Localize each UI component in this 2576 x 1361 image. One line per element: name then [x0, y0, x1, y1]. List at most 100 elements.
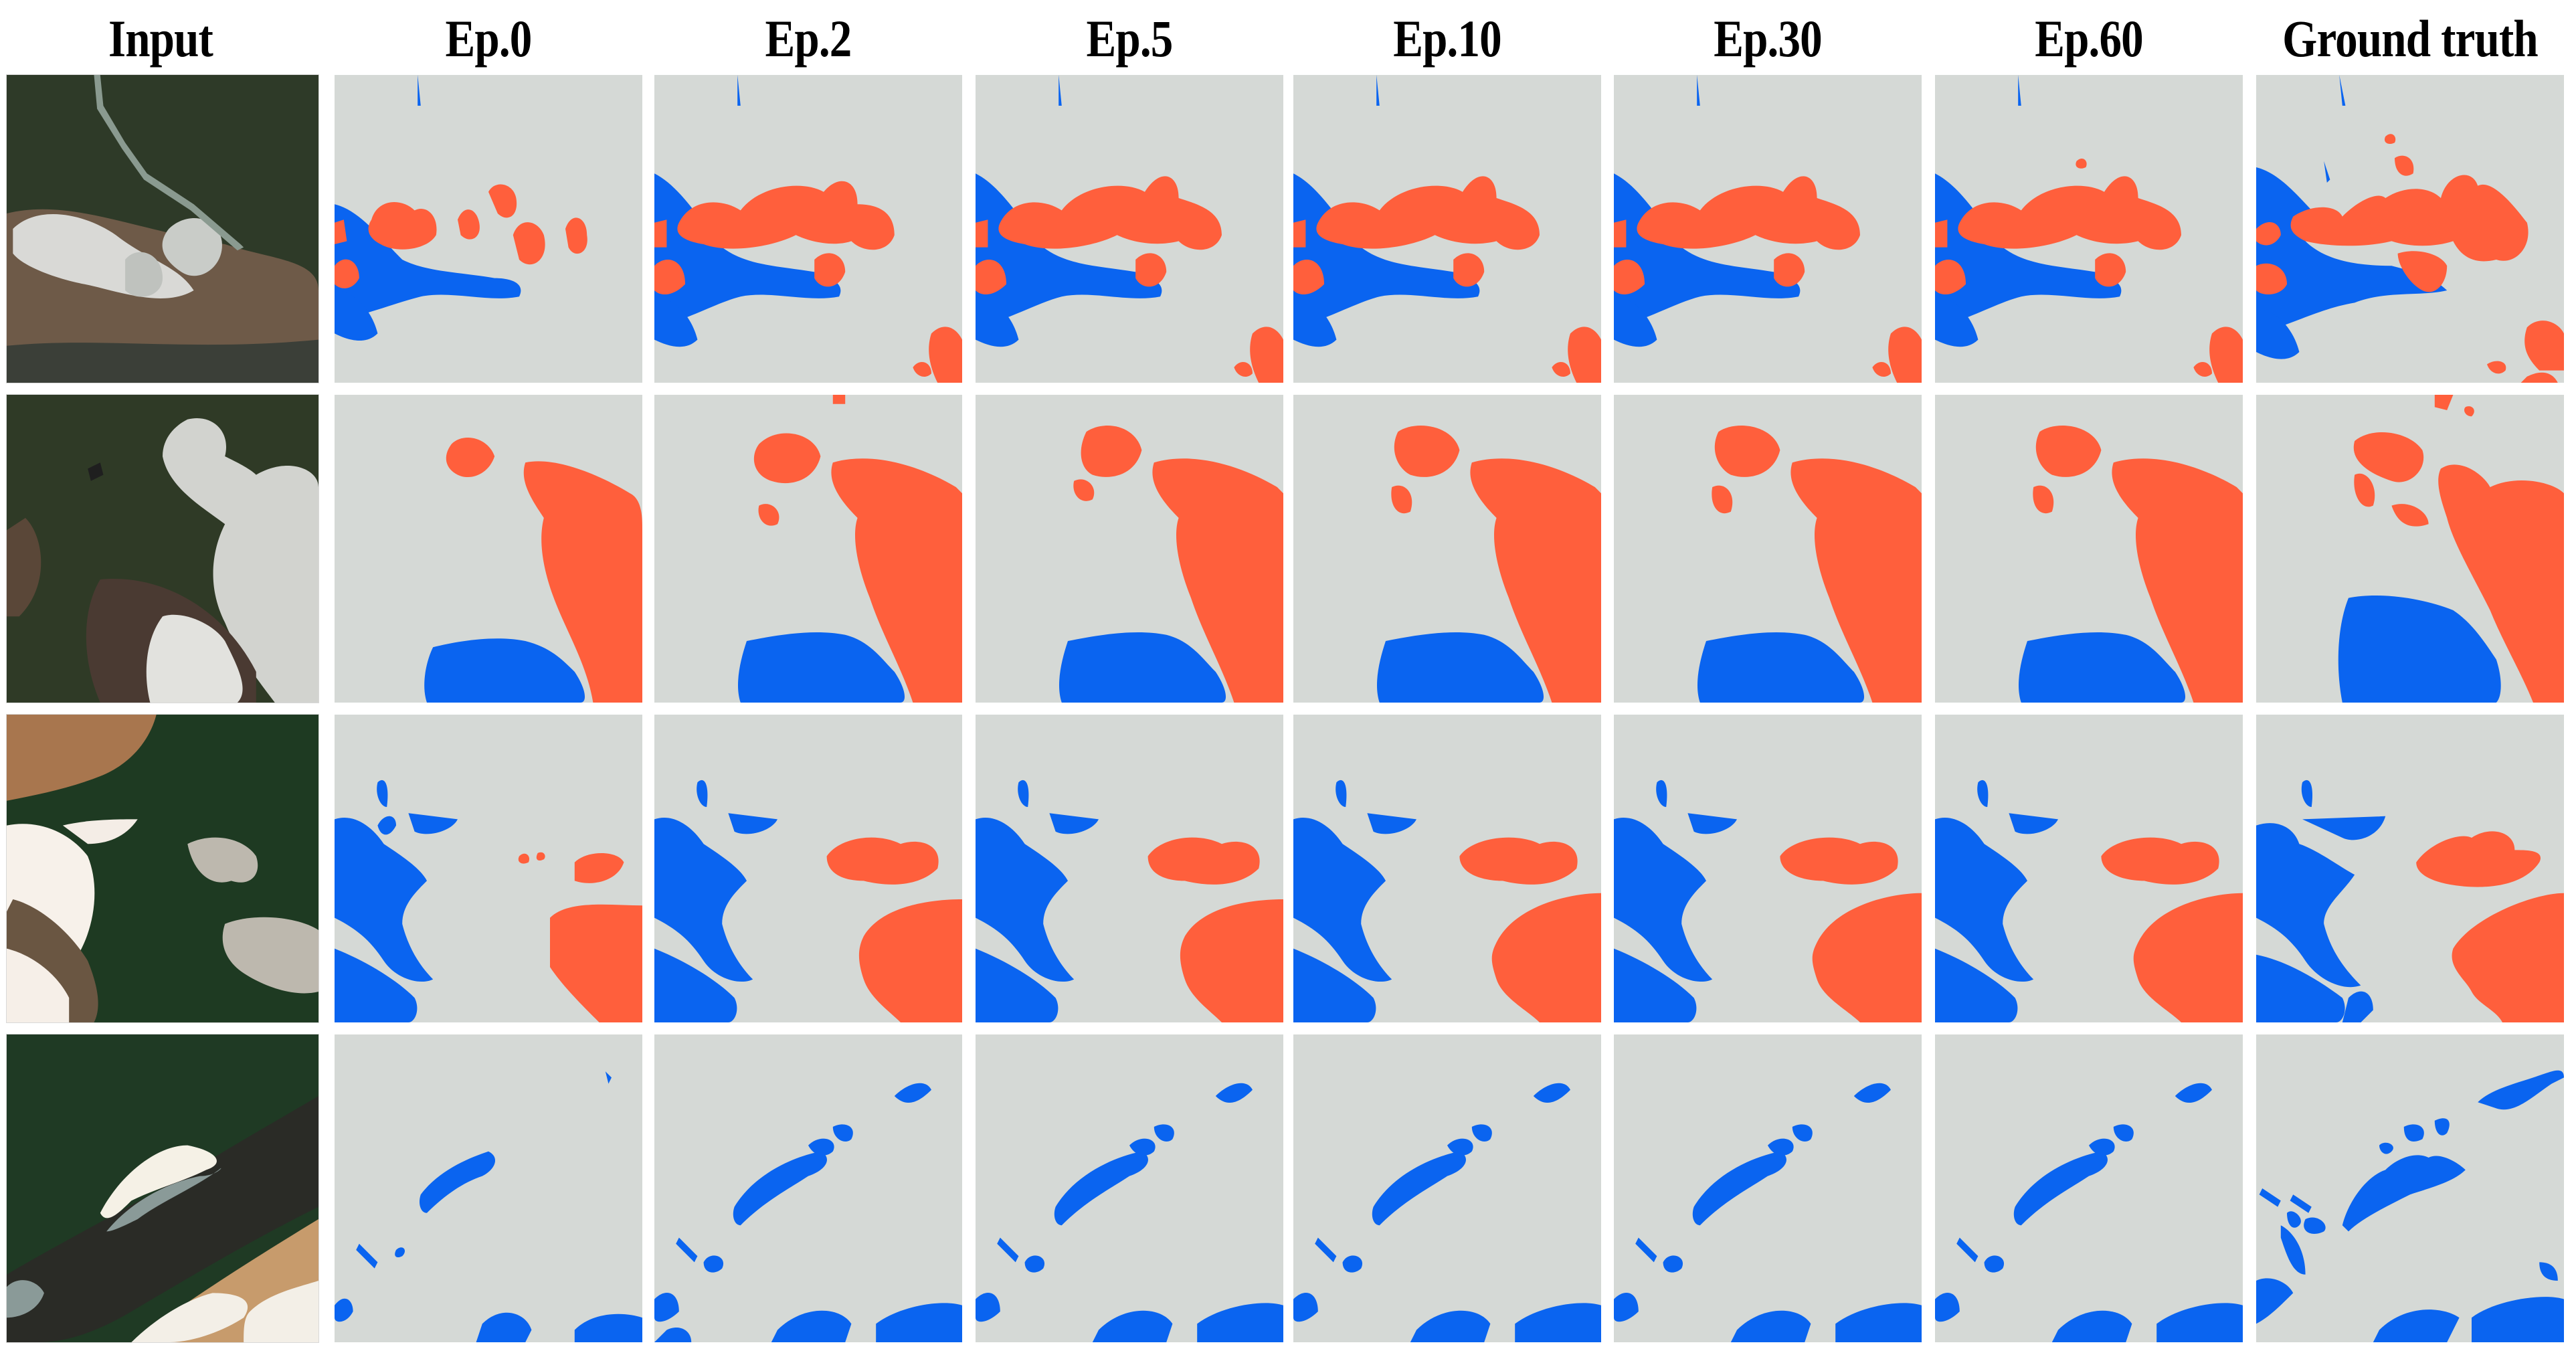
- snow-region: [408, 813, 458, 834]
- cloud-region: [831, 458, 962, 703]
- snow-region: [424, 638, 585, 703]
- prediction-mask-ep0-row-3: [335, 715, 642, 1022]
- snow-region: [2434, 1118, 2450, 1136]
- prediction-mask-ep2-row-1: [654, 75, 962, 383]
- snow-region: [2256, 823, 2361, 988]
- cloud-region: [488, 184, 517, 218]
- prediction-mask-ep5-row-4: [976, 1034, 1283, 1342]
- snow-region: [2373, 1309, 2460, 1342]
- snow-region: [335, 290, 378, 341]
- snow-region: [2339, 75, 2346, 106]
- column-header-ep60: Ep.60: [2035, 9, 2143, 68]
- cloud-region: [2438, 464, 2564, 703]
- prediction-mask-ep5-row-2: [976, 395, 1283, 703]
- cloud-region: [368, 201, 437, 250]
- snow-region: [2379, 1142, 2393, 1154]
- cloud-region: [2101, 837, 2219, 885]
- snow-region: [2472, 1297, 2564, 1342]
- cloud-region: [654, 260, 685, 295]
- cloud-region: [536, 852, 545, 861]
- cloud-region: [1391, 485, 1412, 514]
- cloud-region: [1774, 253, 1805, 287]
- prediction-mask-ep60-row-4: [1935, 1034, 2243, 1342]
- cloud-region: [2384, 134, 2396, 145]
- snow-region: [1977, 780, 1989, 807]
- cloud-region: [826, 837, 939, 885]
- snow-region: [1197, 1303, 1283, 1342]
- snow-region: [335, 948, 418, 1022]
- snow-region: [1635, 1237, 1657, 1263]
- snow-region: [2175, 1083, 2212, 1103]
- snow-region: [2539, 1262, 2558, 1281]
- cloud-region: [2416, 831, 2541, 887]
- cloud-region: [1552, 361, 1570, 377]
- snow-region: [2018, 632, 2186, 703]
- prediction-mask-ep10-row-3: [1293, 715, 1601, 1022]
- cloud-region: [2209, 327, 2243, 383]
- snow-region: [703, 1255, 724, 1273]
- cloud-region: [513, 222, 545, 265]
- prediction-mask-ep10-row-2: [1293, 395, 1601, 703]
- snow-region: [1092, 1310, 1173, 1342]
- snow-region: [728, 813, 777, 834]
- snow-region: [1792, 1124, 1813, 1142]
- snow-region: [1984, 1255, 2005, 1273]
- cloud-region: [1935, 260, 1966, 295]
- snow-region: [1376, 632, 1544, 703]
- input-image-row-2: [7, 395, 318, 703]
- cloud-region: [574, 853, 624, 883]
- snow-region: [2256, 308, 2300, 359]
- prediction-mask-ep30-row-4: [1614, 1034, 1922, 1342]
- snow-region: [2280, 1225, 2306, 1275]
- snow-region: [876, 1303, 962, 1342]
- cloud-region: [1453, 253, 1485, 287]
- prediction-mask-ep5-row-1: [976, 75, 1283, 383]
- cloud-region: [1790, 458, 1922, 703]
- cloud-region: [2452, 893, 2564, 1022]
- snow-region: [771, 1310, 852, 1342]
- cloud-region: [753, 433, 821, 484]
- column-header-ep2: Ep.2: [765, 9, 852, 68]
- snow-region: [1293, 173, 1480, 328]
- snow-region: [976, 948, 1059, 1022]
- prediction-mask-ep5-row-3: [976, 715, 1283, 1022]
- cloud-region: [523, 461, 642, 703]
- cloud-region: [1614, 219, 1627, 248]
- snow-region: [1935, 948, 2018, 1022]
- cloud-region: [1180, 899, 1283, 1022]
- snow-region: [1410, 1310, 1491, 1342]
- input-image-row-3: [7, 715, 318, 1022]
- snow-region: [335, 1298, 353, 1322]
- snow-region: [2259, 1188, 2281, 1207]
- snow-region: [2156, 1303, 2243, 1342]
- prediction-mask-ep30-row-2: [1614, 395, 1922, 703]
- cloud-region: [1152, 458, 1283, 703]
- prediction-mask-gt-row-3: [2256, 715, 2564, 1022]
- prediction-mask-ep10-row-4: [1293, 1034, 1601, 1342]
- snow-region: [654, 296, 698, 347]
- cloud-region: [858, 899, 962, 1022]
- column-header-ep0: Ep.0: [445, 9, 533, 68]
- cloud-region: [1135, 253, 1167, 287]
- snow-region: [335, 818, 434, 982]
- snow-region: [697, 780, 708, 807]
- prediction-mask-ep30-row-1: [1614, 75, 1922, 383]
- cloud-region: [565, 217, 587, 254]
- snow-region: [2013, 1151, 2108, 1226]
- snow-region: [1768, 1138, 1794, 1156]
- snow-region: [1059, 632, 1226, 703]
- snow-region: [2338, 595, 2501, 703]
- cloud-region: [1234, 361, 1253, 377]
- cloud-region: [1888, 327, 1922, 383]
- cloud-region: [1712, 485, 1733, 514]
- snow-region: [377, 816, 396, 835]
- cloud-region: [550, 904, 642, 1022]
- cloud-region: [1394, 426, 1460, 477]
- snow-region: [1024, 1255, 1045, 1273]
- snow-region: [1663, 1255, 1683, 1273]
- snow-region: [2089, 1138, 2115, 1156]
- snow-region: [2256, 1278, 2294, 1324]
- column-header-gt: Ground truth: [2282, 9, 2539, 68]
- cloud-region: [1147, 837, 1260, 885]
- cloud-region: [2256, 263, 2287, 295]
